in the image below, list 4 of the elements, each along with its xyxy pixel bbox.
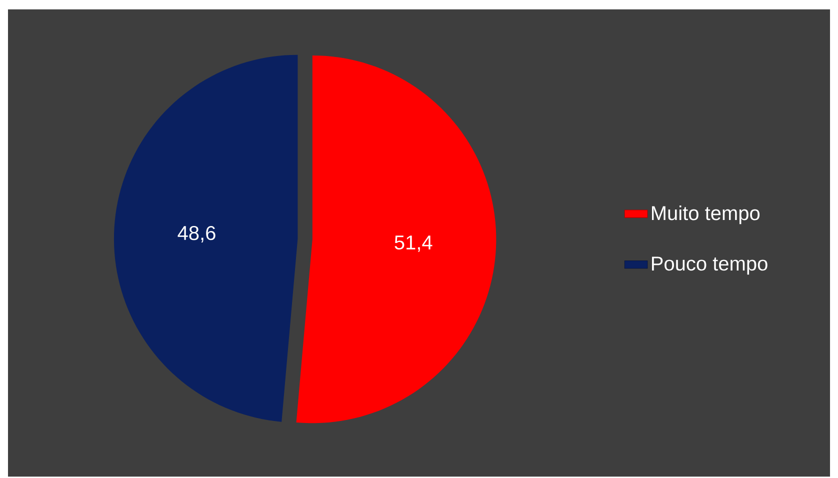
data-label: 48,6 bbox=[178, 226, 216, 242]
data-label: 51,4 bbox=[394, 236, 432, 252]
legend-label: Pouco tempo bbox=[652, 256, 768, 275]
legend-label: Muito tempo bbox=[652, 206, 760, 224]
